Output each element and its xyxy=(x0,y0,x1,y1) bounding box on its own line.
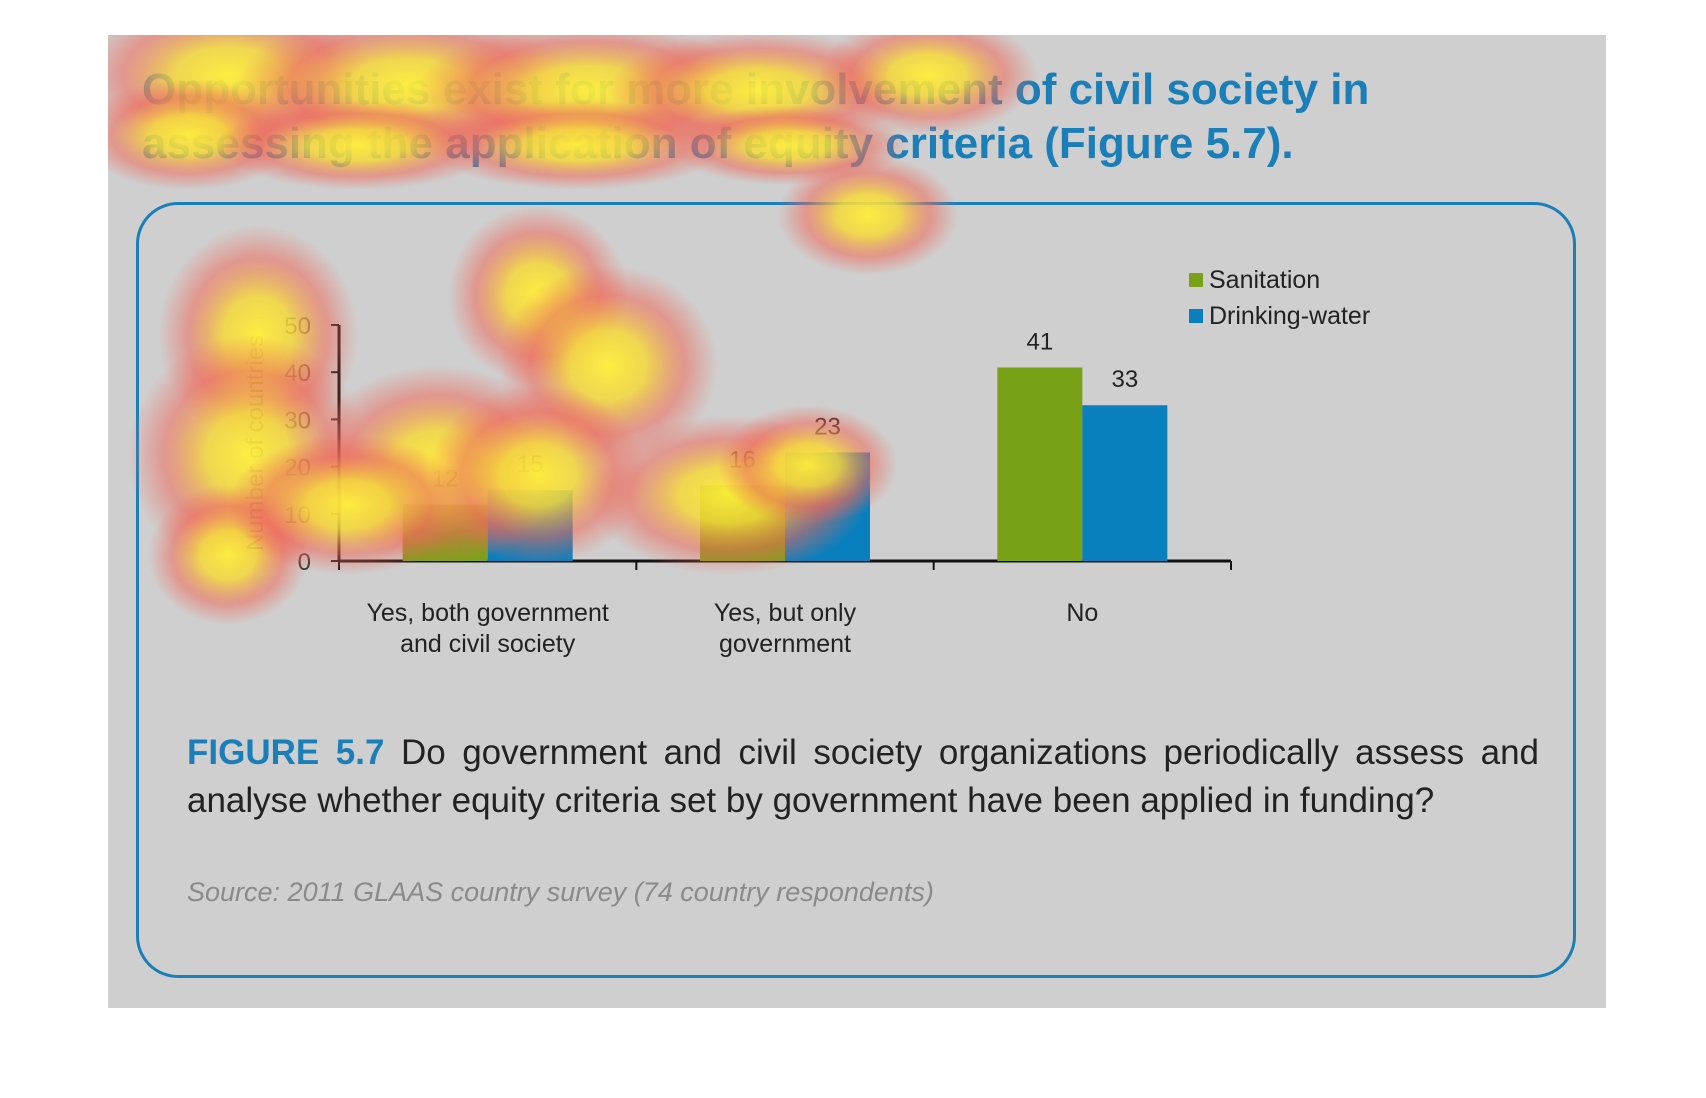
data-label: 15 xyxy=(517,451,544,478)
figure-label: FIGURE 5.7 xyxy=(187,733,385,772)
legend-swatch xyxy=(1189,273,1203,287)
data-label: 41 xyxy=(1026,328,1053,355)
headline: Opportunities exist for more involvement… xyxy=(142,65,1370,168)
category-label: Yes, but only xyxy=(714,599,857,627)
y-tick-label: 30 xyxy=(284,407,311,434)
figure-panel: 0 10 20 30 40 50 Yes, both government and civi… xyxy=(136,202,1576,978)
figure-caption: FIGURE 5.7 Do government and civil socie… xyxy=(187,729,1539,825)
y-axis: 0 10 20 30 40 50 xyxy=(284,313,341,576)
legend-label: Sanitation xyxy=(1209,266,1320,294)
bar xyxy=(997,367,1083,561)
data-label: 33 xyxy=(1111,366,1138,393)
category-label: No xyxy=(1066,599,1098,627)
bar xyxy=(487,490,573,561)
source-note: Source: 2011 GLAAS country survey (74 co… xyxy=(187,877,934,907)
category-label: government xyxy=(719,630,851,658)
figure-caption-text: Do government and civil society organiza… xyxy=(187,733,1540,820)
y-axis-title: Number of countries xyxy=(242,335,269,551)
legend-swatch xyxy=(1189,309,1203,323)
legend-label: Drinking-water xyxy=(1209,302,1370,330)
bar xyxy=(785,452,870,561)
y-tick-label: 40 xyxy=(284,360,311,387)
bar xyxy=(1082,405,1168,561)
data-label: 16 xyxy=(729,446,756,473)
bar-chart: 0 10 20 30 40 50 Yes, both government and civi… xyxy=(242,266,1370,658)
category-label: and civil society xyxy=(400,630,576,658)
data-label: 12 xyxy=(432,465,459,492)
data-label: 23 xyxy=(814,413,841,440)
bar xyxy=(402,504,488,561)
bars: 12 16 41 15 23 33 xyxy=(402,328,1168,561)
category-label: Yes, both government xyxy=(367,599,609,627)
y-tick-label: 10 xyxy=(284,502,311,529)
legend: Sanitation Drinking-water xyxy=(1189,266,1370,330)
y-tick-label: 50 xyxy=(284,313,311,340)
slide: Opportunities exist for more involvement… xyxy=(108,35,1606,1008)
y-tick-label: 0 xyxy=(298,549,311,576)
bar xyxy=(700,485,785,561)
x-axis: Yes, both government and civil society Yes… xyxy=(338,559,1232,658)
y-tick-label: 20 xyxy=(284,455,311,482)
